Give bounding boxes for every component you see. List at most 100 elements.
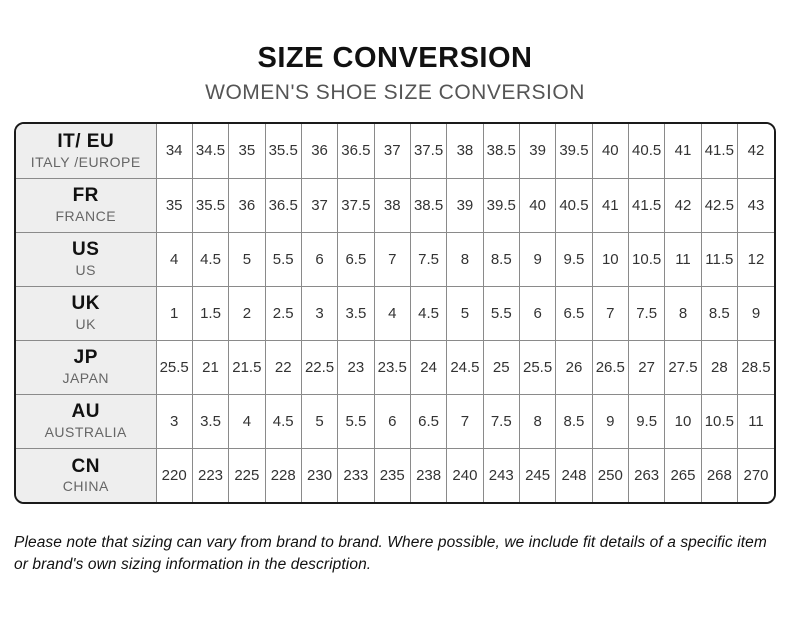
- size-cell: 238: [409, 447, 448, 502]
- size-cell: 37: [373, 124, 411, 179]
- size-cell: 35: [155, 177, 193, 233]
- page-subtitle: WOMEN'S SHOE SIZE CONVERSION: [205, 81, 585, 104]
- size-cell: 2: [228, 285, 266, 341]
- size-cell: 6.5: [409, 393, 448, 449]
- size-cell: 4: [228, 393, 266, 449]
- size-cell: 223: [191, 447, 230, 502]
- size-cell: 22.5: [300, 339, 339, 395]
- row-code-label: FR: [72, 185, 99, 207]
- size-cell: 5.5: [264, 231, 302, 287]
- size-cell: 7.5: [482, 393, 520, 449]
- size-cell: 41.5: [700, 124, 739, 179]
- size-cell: 248: [555, 447, 593, 502]
- size-cell: 26: [555, 339, 593, 395]
- size-cell: 23.5: [373, 339, 411, 395]
- size-cell: 228: [264, 447, 302, 502]
- size-cell: 35: [228, 124, 266, 179]
- size-cell: 263: [627, 447, 666, 502]
- size-cell: 240: [446, 447, 484, 502]
- size-cell: 41: [664, 124, 702, 179]
- size-cell: 9.5: [555, 231, 593, 287]
- size-cell: 35.5: [191, 177, 230, 233]
- size-cell: 243: [482, 447, 520, 502]
- size-cell: 4: [155, 231, 193, 287]
- size-cell: 225: [228, 447, 266, 502]
- size-conversion-table-frame: IT/ EU ITALY /EUROPE 34 34.5 35 35.5 36 36.5 37 3…: [14, 122, 776, 504]
- size-cell: 39.5: [482, 177, 520, 233]
- size-cell: 38.5: [482, 124, 520, 179]
- row-header: UK UK: [16, 285, 157, 341]
- size-cell: 25.5: [518, 339, 557, 395]
- size-cell: 8: [446, 231, 484, 287]
- size-cell: 21: [191, 339, 230, 395]
- row-header: JP JAPAN: [16, 339, 157, 395]
- row-region-label: UK: [75, 316, 96, 333]
- table-row: FR FRANCE 35 35.5 36 36.5 37 37.5 38 38.5 39 39.5 40…: [16, 177, 774, 233]
- size-cell: 42: [664, 177, 702, 233]
- size-cell: 9: [591, 393, 629, 449]
- size-cell: 245: [518, 447, 557, 502]
- size-cell: 3.5: [191, 393, 230, 449]
- row-region-label: CHINA: [62, 478, 109, 495]
- row-header: IT/ EU ITALY /EUROPE: [16, 124, 157, 179]
- size-cell: 7: [446, 393, 484, 449]
- size-cell: 38: [373, 177, 411, 233]
- size-cell: 7: [591, 285, 629, 341]
- row-region-label: FRANCE: [55, 208, 117, 225]
- size-cell: 23: [337, 339, 375, 395]
- size-cell: 21.5: [228, 339, 266, 395]
- size-cell: 36: [228, 177, 266, 233]
- size-cell: 11: [664, 231, 702, 287]
- row-header: FR FRANCE: [16, 177, 157, 233]
- size-cell: 7.5: [409, 231, 448, 287]
- size-cell: 39.5: [555, 124, 593, 179]
- size-cell: 233: [337, 447, 375, 502]
- size-cell: 27.5: [664, 339, 702, 395]
- size-cell: 6: [300, 231, 339, 287]
- page-title: SIZE CONVERSION: [257, 42, 533, 74]
- table-row: US US 4 4.5 5 5.5 6 6.5 7 7.5 8 8.5 9 9.5 10 10.5 11 11.5…: [16, 231, 774, 287]
- size-table-body: IT/ EU ITALY /EUROPE 34 34.5 35 35.5 36 36.5 37 3…: [16, 124, 774, 502]
- size-cell: 6.5: [555, 285, 593, 341]
- size-cell: 4.5: [409, 285, 448, 341]
- size-cell: 8.5: [700, 285, 739, 341]
- row-region-label: ITALY /EUROPE: [30, 153, 141, 170]
- row-header: AU AUSTRALIA: [16, 393, 157, 449]
- size-cell: 3.5: [337, 285, 375, 341]
- size-cell: 26.5: [591, 339, 629, 395]
- size-cell: 5.5: [337, 393, 375, 449]
- row-region-label: AUSTRALIA: [44, 424, 127, 441]
- size-cell: 8: [518, 393, 557, 449]
- size-cell: 1.5: [191, 285, 230, 341]
- size-cell: 9: [518, 231, 557, 287]
- size-cell: 12: [737, 231, 774, 287]
- size-cell: 37.5: [337, 177, 375, 233]
- size-cell: 10.5: [627, 231, 666, 287]
- size-cell: 28: [700, 339, 739, 395]
- size-cell: 42.5: [700, 177, 739, 233]
- size-cell: 4: [373, 285, 411, 341]
- size-cell: 2.5: [264, 285, 302, 341]
- row-code-label: UK: [71, 293, 100, 315]
- size-cell: 11: [737, 393, 774, 449]
- size-cell: 24: [409, 339, 448, 395]
- row-code-label: CN: [71, 455, 100, 477]
- size-cell: 41: [591, 177, 629, 233]
- table-row: UK UK 1 1.5 2 2.5 3 3.5 4 4.5 5 5.5 6 6.5 7 7.5 8 8.5 9: [16, 285, 774, 341]
- row-region-label: JAPAN: [62, 370, 110, 387]
- row-code-label: AU: [71, 401, 100, 423]
- size-cell: 37.5: [409, 124, 448, 179]
- size-cell: 5: [446, 285, 484, 341]
- size-cell: 7.5: [627, 285, 666, 341]
- size-cell: 28.5: [737, 339, 774, 395]
- row-code-label: US: [72, 239, 100, 261]
- size-cell: 34: [155, 124, 193, 179]
- size-cell: 10.5: [700, 393, 739, 449]
- size-cell: 42: [737, 124, 774, 179]
- size-cell: 3: [155, 393, 193, 449]
- size-cell: 8.5: [555, 393, 593, 449]
- size-cell: 37: [300, 177, 339, 233]
- size-cell: 22: [264, 339, 302, 395]
- footnote: Please note that sizing can vary from br…: [14, 534, 767, 573]
- row-region-label: US: [75, 262, 96, 279]
